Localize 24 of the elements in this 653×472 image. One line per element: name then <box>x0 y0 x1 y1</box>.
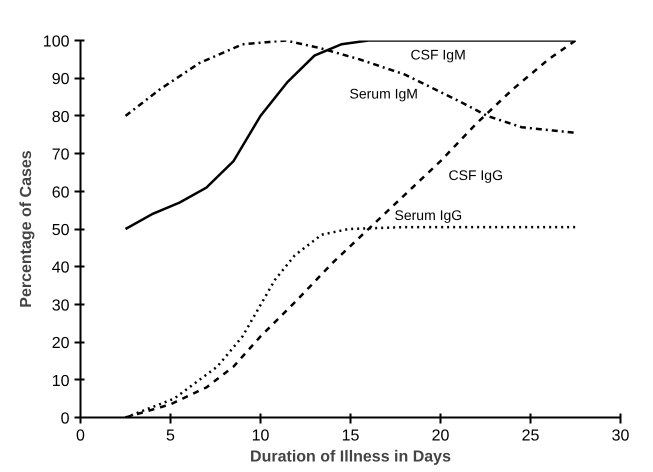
y-tick-label: 20 <box>52 335 70 352</box>
y-tick-label: 100 <box>42 34 70 50</box>
y-tick-label: 10 <box>52 372 70 390</box>
series-label: Serum IgM <box>350 85 418 102</box>
series-label: Serum IgG <box>394 207 462 224</box>
y-axis-title: Percentage of Cases <box>18 150 35 308</box>
x-tick-label: 25 <box>522 428 540 444</box>
y-tick-label: 0 <box>60 410 70 428</box>
series-label: CSF IgM <box>410 46 466 62</box>
x-tick-label: 10 <box>252 428 270 444</box>
y-tick-label: 40 <box>52 260 70 277</box>
x-axis-title: Duration of Illness in Days <box>250 448 452 466</box>
series-label: CSF IgG <box>448 167 503 184</box>
y-tick-label: 60 <box>52 184 70 202</box>
y-tick-label: 30 <box>52 297 70 314</box>
y-tick-label: 80 <box>52 108 70 126</box>
x-tick-label: 5 <box>166 428 176 444</box>
y-tick-label: 50 <box>52 222 70 239</box>
y-tick-label: 70 <box>52 146 70 164</box>
x-tick-label: 15 <box>342 428 360 444</box>
y-tick-label: 90 <box>52 71 70 88</box>
x-tick-label: 20 <box>432 428 450 444</box>
x-tick-label: 0 <box>76 428 86 444</box>
x-tick-label: 30 <box>612 428 630 444</box>
